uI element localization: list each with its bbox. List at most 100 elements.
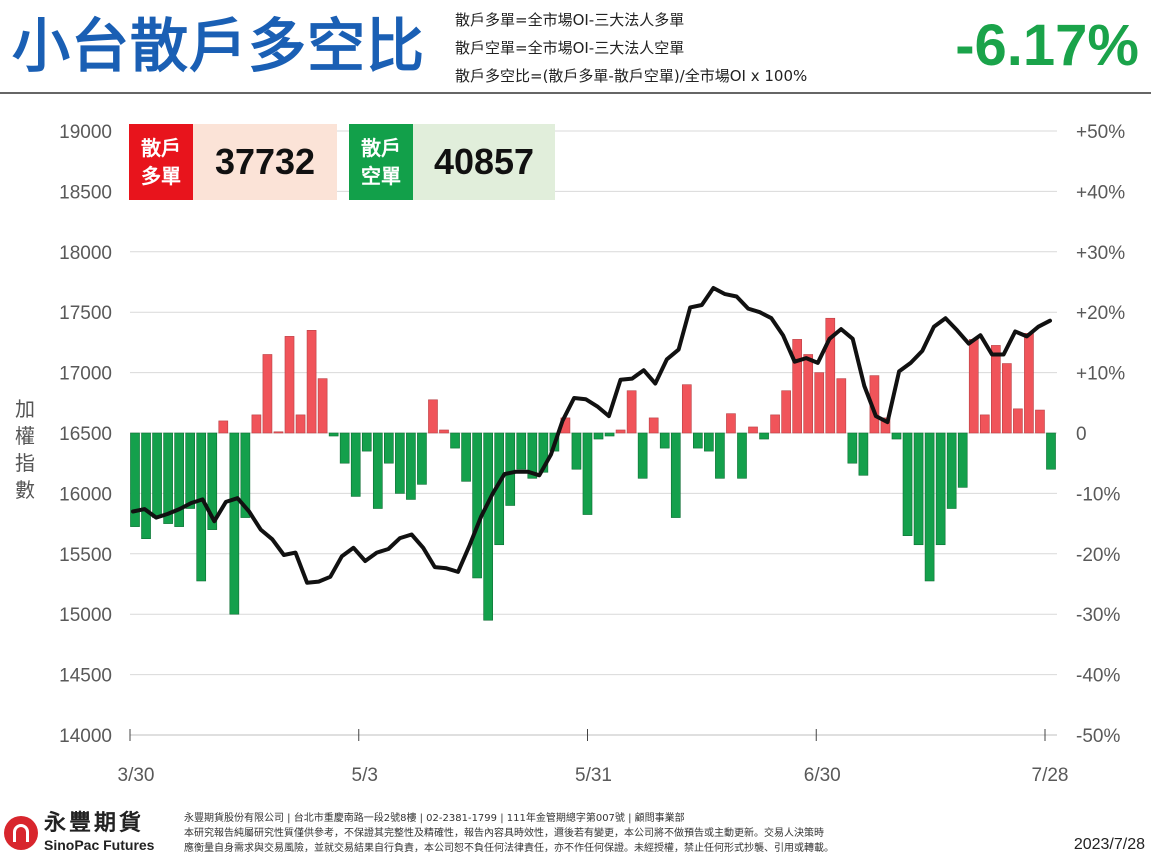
ratio-bar (726, 413, 736, 434)
y-left-tick-label: 15500 (59, 545, 112, 566)
ratio-bar (715, 432, 725, 479)
ratio-bar (417, 432, 427, 485)
ratio-bar (637, 432, 648, 479)
ratio-bar (704, 432, 714, 452)
retail-short-badge: 散戶 空單 40857 (349, 124, 555, 200)
y-left-tick-label: 14000 (59, 726, 112, 747)
ratio-bar (350, 432, 361, 497)
retail-long-value: 37732 (193, 124, 337, 200)
ratio-bar (935, 432, 946, 546)
ratio-bar (748, 426, 758, 434)
ratio-bar (406, 432, 416, 500)
ratio-bar (737, 432, 747, 479)
retail-short-tag-line2: 空單 (361, 164, 401, 188)
ratio-bar (361, 432, 372, 452)
ratio-bar (207, 432, 218, 530)
ratio-bar (295, 414, 306, 434)
y-right-tick-label: 0 (1076, 424, 1087, 445)
ratio-bar (582, 432, 593, 515)
ratio-bar (924, 432, 935, 582)
ratio-bar (152, 432, 162, 518)
retail-short-tag-line1: 散戶 (361, 136, 401, 160)
y-right-tick-label: +40% (1076, 182, 1125, 203)
ratio-bar (1035, 409, 1045, 434)
formula-short: 散戶空單=全市場OI-三大法人空單 (455, 39, 685, 57)
ratio-bar (527, 432, 538, 479)
ratio-bar (538, 432, 549, 473)
ratio-bar (626, 390, 637, 434)
x-tick-label: 6/30 (804, 765, 841, 786)
retail-long-badge: 散戶 多單 37732 (129, 124, 337, 200)
y-right-tick-label: -10% (1076, 484, 1120, 505)
disclaimer: 永豐期貨股份有限公司 | 台北市重慶南路一段2號8樓 | 02-2381-179… (184, 811, 984, 856)
ratio-bar (836, 378, 847, 434)
y-left-tick-label: 18000 (59, 243, 112, 264)
ratio-bar (693, 432, 703, 449)
y-left-tick-label: 16000 (59, 484, 112, 505)
y-right-tick-label: -20% (1076, 545, 1120, 566)
ratio-bar (240, 432, 251, 518)
y-axis-left-label: 加權指數 (15, 397, 35, 502)
y-right-tick-label: -50% (1076, 726, 1120, 747)
ratio-bar (913, 432, 924, 546)
ratio-bar (273, 431, 284, 434)
ratio-bar (990, 345, 1001, 434)
ratio-bar (516, 432, 527, 470)
ratio-bar (306, 330, 317, 434)
ratio-bar (902, 432, 913, 536)
formula-ratio: 散戶多空比=(散戶多單-散戶空單)/全市場OI x 100% (455, 67, 808, 85)
ratio-bar (251, 414, 262, 434)
ratio-bar (472, 432, 482, 579)
ratio-bar (781, 390, 791, 434)
x-tick-label: 5/3 (352, 765, 378, 786)
ratio-bar (593, 432, 604, 440)
ratio-bar (946, 432, 957, 509)
x-tick-label: 5/31 (575, 765, 612, 786)
ratio-bar (229, 432, 240, 615)
ratio-bar (461, 432, 471, 482)
index-line (131, 286, 1052, 585)
y-right-tick-label: +20% (1076, 303, 1125, 324)
ratio-bar (957, 432, 968, 488)
ratio-bar (792, 339, 802, 434)
ratio-bar (1024, 333, 1034, 434)
y-right-tick-label: -40% (1076, 666, 1120, 687)
ratio-bar (880, 417, 891, 434)
x-tick-label: 7/28 (1032, 765, 1069, 786)
ratio-bar (505, 432, 516, 506)
ratio-bar (803, 354, 814, 434)
ratio-bar (659, 432, 670, 449)
y-left-tick-label: 14500 (59, 666, 112, 687)
disclaimer-line-1: 永豐期貨股份有限公司 | 台北市重慶南路一段2號8樓 | 02-2381-179… (184, 813, 685, 824)
disclaimer-line-2: 本研究報告純屬研究性質僅供參考，不保證其完整性及精確性，報告內容具時效性，邇後若… (184, 828, 824, 839)
ratio-bar (571, 432, 582, 470)
ratio-bar (130, 432, 140, 527)
ratio-bar (968, 339, 979, 434)
ratio-bar (858, 432, 869, 476)
ratio-bar (648, 417, 659, 434)
ratio-bar (979, 414, 990, 434)
ratio-bar (372, 432, 383, 509)
retail-short-tag: 散戶 空單 (349, 124, 413, 200)
ratio-bar (163, 432, 173, 524)
formula-long: 散戶多單=全市場OI-三大法人多單 (455, 11, 685, 29)
ratio-bar (759, 432, 769, 440)
sinopac-logo-icon (4, 816, 38, 850)
ratio-bar (262, 354, 273, 434)
ratio-bar (317, 378, 328, 434)
y-right-tick-label: -30% (1076, 605, 1120, 626)
ratio-chart: 19000 18500 18000 17500 17000 16500 16000 15500… (59, 122, 1125, 786)
ratio-bar (770, 414, 780, 434)
ratio-bar (1013, 408, 1023, 434)
y-left-tick-label: 15000 (59, 605, 112, 626)
y-left-tick-label: 17500 (59, 303, 112, 324)
ratio-bar (814, 372, 825, 434)
ratio-bar (825, 317, 836, 434)
ratio-bar (384, 432, 394, 464)
logo-english: SinoPac Futures (44, 837, 155, 853)
retail-long-tag-line1: 散戶 (141, 136, 181, 160)
ratio-bar (185, 432, 196, 509)
x-tick-label: 3/30 (118, 765, 155, 786)
ratio-bar (670, 432, 681, 518)
ratio-bar (681, 384, 692, 434)
